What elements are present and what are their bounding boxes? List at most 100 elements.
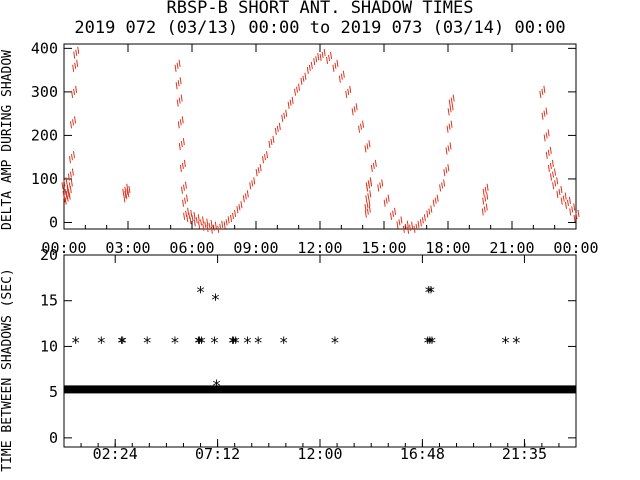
top-data-point — [74, 62, 77, 69]
top-data-point-streak — [175, 82, 178, 90]
top-data-point — [72, 119, 75, 126]
top-data-point-streak — [432, 199, 435, 207]
bottom-data-point: * — [142, 333, 152, 352]
top-data-point-streak — [319, 53, 322, 61]
top-data-point — [554, 180, 557, 187]
top-data-point — [483, 206, 486, 213]
top-data-point-streak — [358, 125, 361, 133]
top-data-point — [415, 223, 418, 230]
top-data-point-streak — [65, 190, 68, 199]
top-data-point-streak — [482, 197, 485, 205]
top-data-point-streak — [234, 209, 237, 218]
top-data-point-streak — [443, 169, 446, 177]
top-data-point-streak — [545, 107, 548, 115]
top-data-point — [450, 97, 453, 104]
bottom-baseline-band — [64, 385, 576, 394]
top-data-point — [409, 224, 412, 231]
top-data-point — [225, 219, 228, 226]
top-data-point-streak — [365, 195, 368, 203]
top-data-point-streak — [430, 205, 433, 213]
top-data-point — [547, 149, 550, 156]
top-data-point — [73, 88, 76, 95]
top-data-point-streak — [370, 164, 373, 172]
top-data-point-streak — [287, 101, 290, 109]
top-data-point-streak — [214, 221, 217, 229]
top-data-point — [366, 201, 369, 209]
top-data-point-streak — [445, 147, 448, 155]
top-y-tick-label: 400 — [31, 39, 58, 57]
top-data-point — [184, 197, 187, 204]
top-data-point — [552, 171, 555, 178]
top-data-point-streak — [180, 186, 183, 194]
top-data-point-streak — [387, 194, 390, 202]
top-plot-frame — [63, 43, 577, 230]
top-data-point-streak — [364, 210, 367, 218]
top-data-point-streak — [368, 198, 371, 207]
top-data-point — [176, 62, 179, 69]
top-data-point-streak — [210, 219, 213, 228]
top-data-point-streak — [366, 184, 369, 192]
top-data-point-streak — [65, 177, 68, 185]
top-data-point-streak — [178, 143, 181, 151]
bottom-data-point: * — [170, 333, 180, 352]
top-data-point — [545, 132, 548, 139]
top-data-point-streak — [242, 195, 245, 203]
top-data-point — [308, 64, 311, 72]
top-data-point-streak — [332, 64, 335, 72]
bottom-data-point: * — [229, 333, 239, 352]
top-data-point-streak — [124, 190, 127, 199]
top-data-point-streak — [369, 190, 372, 198]
top-data-point — [449, 106, 452, 113]
top-data-point-streak — [183, 212, 186, 220]
top-data-point-streak — [577, 209, 580, 218]
top-data-point-streak — [400, 216, 403, 224]
top-data-point-streak — [304, 72, 307, 80]
top-data-point — [264, 154, 267, 161]
top-data-point — [575, 212, 578, 220]
bottom-data-point: * — [210, 333, 220, 352]
top-data-point-streak — [272, 135, 275, 144]
top-data-point-streak — [181, 116, 184, 124]
top-data-point-streak — [560, 197, 563, 205]
bottom-x-tick-label: 16:48 — [400, 445, 445, 463]
top-x-tick-label: 00:00 — [553, 239, 598, 257]
top-data-point-streak — [221, 220, 224, 228]
top-data-point-streak — [202, 223, 205, 231]
top-x-tick-label: 15:00 — [361, 239, 406, 257]
top-data-point-streak — [76, 59, 79, 67]
bottom-data-point: * — [118, 333, 128, 352]
bottom-x-tick-label: 02:24 — [93, 445, 138, 463]
top-data-point — [208, 222, 211, 230]
bottom-data-point: * — [117, 333, 127, 352]
top-data-point-streak — [262, 156, 265, 164]
top-data-point — [204, 221, 207, 228]
top-data-point — [251, 180, 254, 187]
top-y-tick-label: 200 — [31, 126, 58, 144]
top-data-point-streak — [197, 214, 200, 222]
top-data-point-streak — [426, 210, 429, 218]
top-data-point-streak — [364, 203, 367, 212]
top-data-point — [257, 167, 260, 174]
top-data-point-streak — [274, 127, 277, 135]
top-data-point-streak — [255, 169, 258, 177]
top-data-point — [212, 224, 215, 231]
top-data-point-streak — [552, 182, 555, 190]
top-x-tick-label: 21:00 — [489, 239, 534, 257]
top-data-point-streak — [550, 173, 553, 181]
top-data-point — [484, 186, 487, 193]
bottom-plot-frame — [63, 254, 577, 448]
top-data-point-streak — [300, 77, 303, 85]
top-data-point — [543, 110, 546, 117]
top-data-point — [75, 49, 78, 56]
top-data-point-streak — [481, 208, 484, 216]
top-y-tick-label: 0 — [49, 213, 58, 231]
top-data-point-streak — [423, 214, 426, 222]
top-data-point-streak — [66, 184, 69, 192]
top-data-point-streak — [70, 179, 73, 187]
top-data-point-streak — [541, 112, 544, 120]
top-data-point — [368, 182, 371, 189]
top-data-point-streak — [128, 185, 131, 194]
bottom-data-point: * — [427, 333, 437, 352]
top-data-point — [360, 123, 363, 130]
top-data-point-streak — [568, 196, 571, 204]
